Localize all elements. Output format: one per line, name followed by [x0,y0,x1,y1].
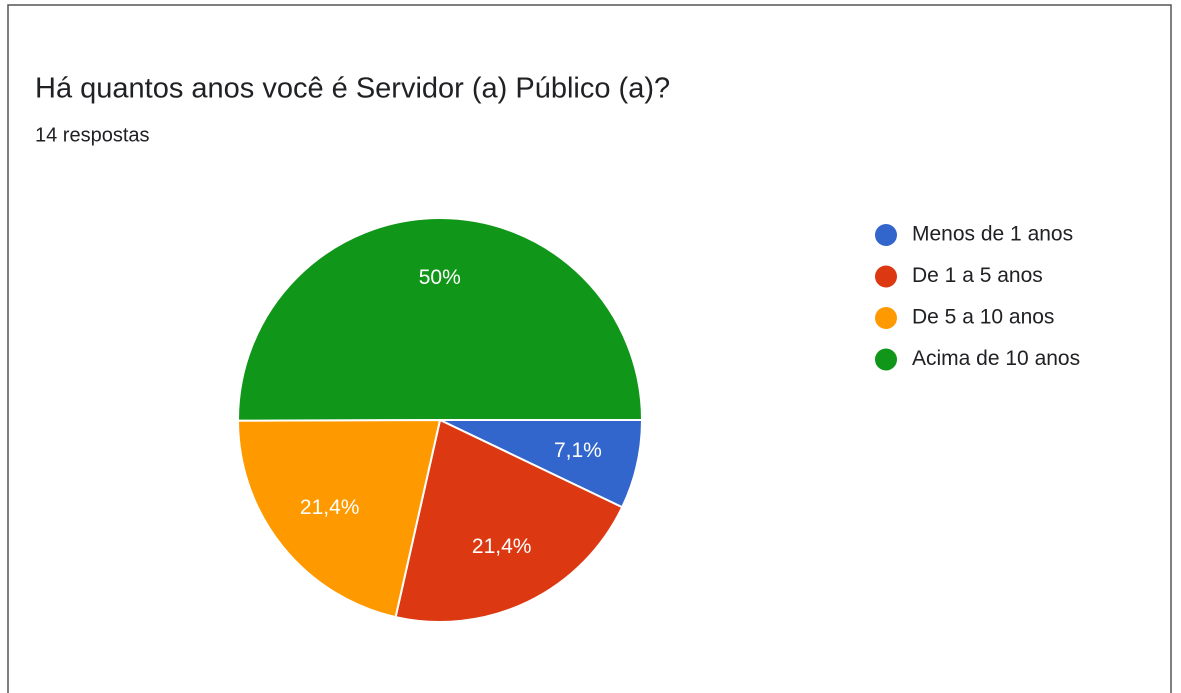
pie-slice [394,418,624,623]
data-label: 7,1% [554,439,602,462]
legend-swatch [875,348,897,371]
data-label: 21,4% [300,496,360,519]
legend-label: De 5 a 10 anos [912,306,1054,329]
data-label: 50% [419,266,461,289]
pie-slice [236,418,442,619]
legend-label: Acima de 10 anos [912,347,1080,370]
chart-title: Há quantos anos você é Servidor (a) Públ… [35,73,670,105]
chart-subtitle: 14 respostas [35,124,150,146]
legend-swatch [875,224,897,246]
legend-label: Menos de 1 anos [912,223,1073,246]
pie-slice [237,217,644,422]
data-label: 21,4% [472,535,532,558]
legend-label: De 1 a 5 anos [912,264,1043,287]
legend-swatch [875,265,897,288]
legend-swatch [875,307,897,329]
